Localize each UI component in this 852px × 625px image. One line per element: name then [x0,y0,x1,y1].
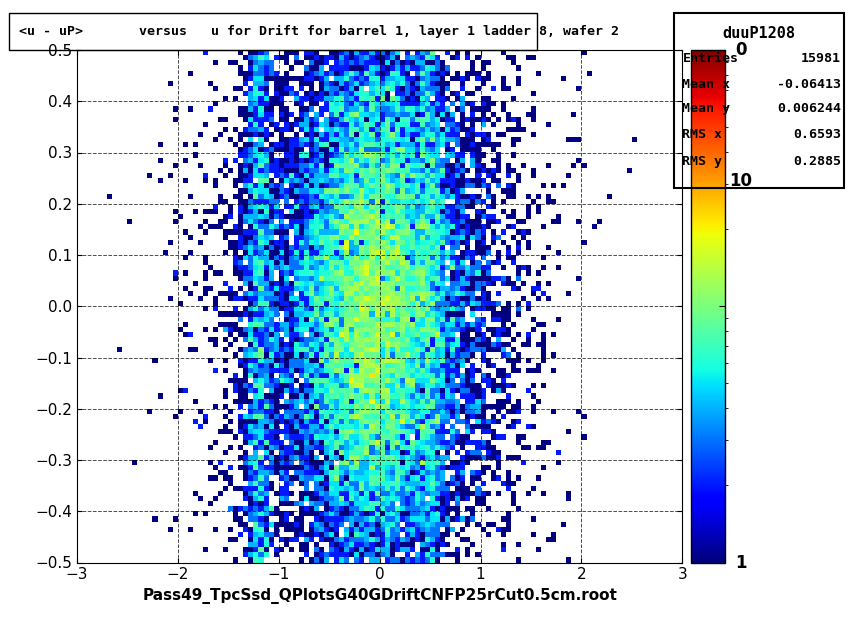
Text: <u - uP>       versus   u for Drift for barrel 1, layer 1 ladder 8, wafer 2: <u - uP> versus u for Drift for barrel 1… [19,25,619,38]
Text: -0.06413: -0.06413 [776,78,840,91]
Text: 0: 0 [734,41,746,59]
Text: 0.006244: 0.006244 [776,102,840,115]
Text: 0.6593: 0.6593 [792,129,840,141]
X-axis label: Pass49_TpcSsd_QPlotsG40GDriftCNFP25rCut0.5cm.root: Pass49_TpcSsd_QPlotsG40GDriftCNFP25rCut0… [142,588,616,604]
Text: RMS y: RMS y [682,155,722,168]
Text: 15981: 15981 [800,51,840,64]
Text: Mean y: Mean y [682,102,729,115]
Text: 1: 1 [734,554,746,571]
Text: 10: 10 [728,172,751,190]
Text: 0.2885: 0.2885 [792,155,840,168]
Text: Entries: Entries [682,51,738,64]
Text: duuP1208: duuP1208 [722,26,795,41]
Text: Mean x: Mean x [682,78,729,91]
Text: RMS x: RMS x [682,129,722,141]
